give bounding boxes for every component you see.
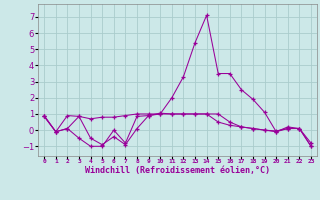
X-axis label: Windchill (Refroidissement éolien,°C): Windchill (Refroidissement éolien,°C)	[85, 166, 270, 175]
